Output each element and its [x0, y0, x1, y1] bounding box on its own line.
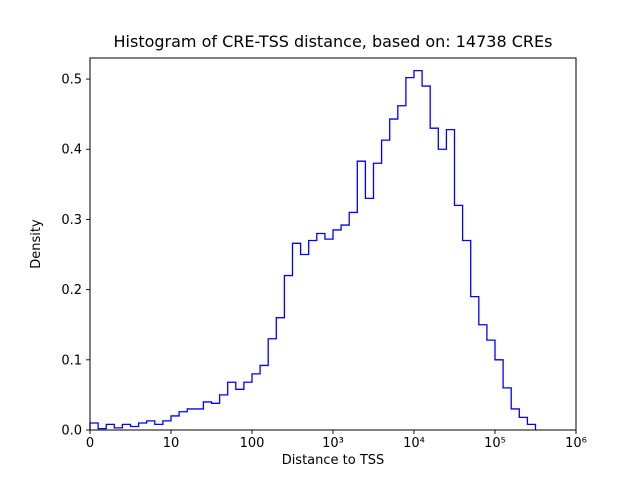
x-tick-label: 10 — [163, 436, 180, 451]
x-tick-label: 10³ — [322, 436, 344, 451]
y-tick-label: 0.1 — [61, 353, 82, 368]
y-tick-label: 0.4 — [61, 143, 82, 158]
x-tick-label: 0 — [86, 436, 94, 451]
chart-title: Histogram of CRE-TSS distance, based on:… — [114, 32, 553, 51]
x-tick-label: 10⁵ — [484, 436, 506, 451]
y-tick-label: 0.0 — [61, 424, 82, 439]
y-tick-label: 0.5 — [61, 73, 82, 88]
x-axis-label: Distance to TSS — [282, 453, 385, 468]
y-axis-label: Density — [29, 219, 44, 269]
y-tick-label: 0.3 — [61, 213, 82, 228]
y-tick-label: 0.2 — [61, 283, 82, 298]
x-tick-label: 100 — [240, 436, 265, 451]
x-tick-label: 10⁶ — [565, 436, 587, 451]
x-tick-label: 10⁴ — [403, 436, 425, 451]
histogram-step-line — [89, 69, 537, 430]
plot-frame — [89, 57, 577, 431]
plot-area: 0 10 100 10³ 10⁴ 10⁵ 10⁶ 0.0 0.1 0.2 0.3 0.4 0.5 — [61, 57, 587, 451]
